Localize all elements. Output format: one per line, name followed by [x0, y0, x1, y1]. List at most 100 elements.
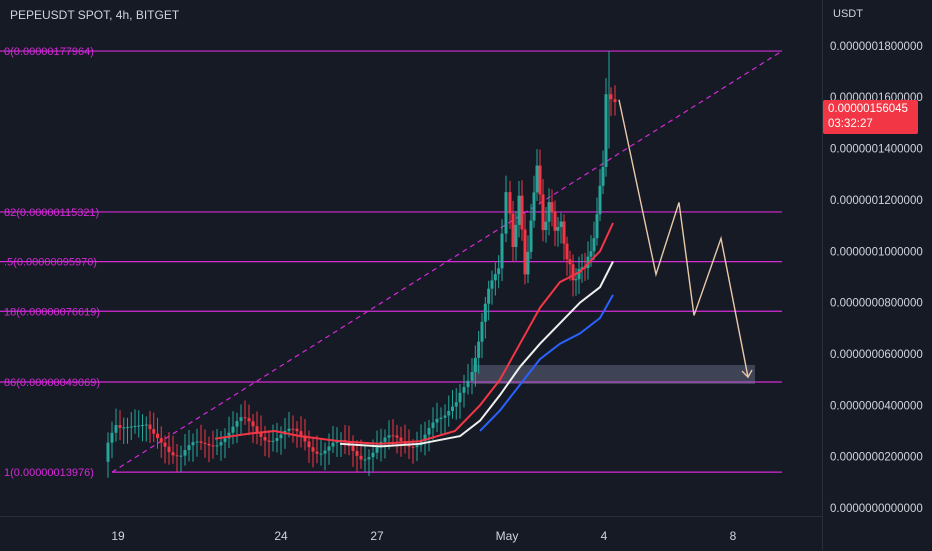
candle-body [504, 192, 508, 234]
candle-body [592, 238, 596, 252]
trend-line [111, 50, 783, 473]
y-tick-label: 0.0000001200000 [830, 195, 923, 207]
fib-label: 82(0.00000115321) [4, 207, 99, 219]
candle-body [156, 433, 159, 439]
candle-body [609, 94, 613, 100]
candle-body [517, 195, 521, 225]
candle-body [613, 99, 617, 103]
candle-body [508, 192, 512, 214]
candle-body [458, 392, 462, 403]
candle-body [183, 450, 187, 456]
candle-body [295, 428, 299, 432]
y-tick-label: 0.0000000400000 [830, 400, 923, 412]
candle-body [219, 442, 223, 446]
candle-body [251, 421, 255, 427]
fib-label: 0(0.00000177964) [4, 46, 94, 58]
candle-body [500, 233, 504, 269]
candle-body [480, 321, 484, 342]
moving-averages [214, 222, 614, 448]
candle-body [187, 445, 191, 451]
candle-body [371, 452, 375, 458]
candle-body [195, 441, 199, 443]
candle-body [454, 402, 458, 407]
candle-body [532, 192, 536, 221]
candle-body [144, 424, 148, 426]
time-axis[interactable] [0, 516, 822, 551]
candle-body [580, 267, 584, 269]
y-axis-ticks: 0.00000018000000.00000016000000.00000014… [830, 41, 923, 515]
price-axis[interactable] [822, 0, 932, 550]
candle-body [577, 268, 581, 280]
y-tick-label: 0.0000001400000 [830, 144, 923, 156]
projection-path [618, 99, 753, 379]
candle-body [470, 372, 474, 381]
candle-body [595, 214, 599, 239]
x-tick-label: 27 [370, 529, 384, 543]
candle-body [163, 442, 167, 447]
candle-body [311, 447, 315, 452]
candle-body [351, 445, 355, 451]
y-tick-label: 0.0000000600000 [830, 349, 923, 361]
candle-body [327, 446, 331, 451]
candle-body [547, 202, 551, 222]
x-tick-label: 4 [601, 529, 608, 543]
candle-body [152, 429, 156, 434]
candle-body [589, 251, 593, 257]
candle-body [553, 211, 557, 231]
candle-body [122, 427, 126, 429]
candle-body [487, 288, 491, 304]
candle-body [544, 221, 548, 231]
candle-body [493, 274, 497, 281]
candle-body [243, 417, 247, 419]
candle-body [550, 202, 554, 212]
candle-body [129, 426, 133, 428]
demand-zone [473, 365, 755, 384]
candle-body [462, 387, 466, 393]
candle-body [275, 438, 279, 441]
y-tick-label: 0.0000001000000 [830, 246, 923, 258]
candle-body [526, 251, 530, 275]
y-tick-label: 0.0000000000000 [830, 503, 923, 515]
projection-line [618, 99, 749, 378]
candle-body [110, 432, 114, 443]
candle-body [191, 442, 195, 446]
candle-body [435, 418, 439, 423]
candle-body [565, 243, 569, 260]
x-tick-label: 24 [274, 529, 288, 543]
candle-body [199, 441, 203, 443]
candle-body [175, 455, 179, 457]
candle-body [391, 435, 395, 437]
candle-body [375, 447, 379, 453]
candle-body [259, 431, 263, 438]
candle-body [598, 185, 602, 215]
candle-body [239, 417, 243, 422]
candle-body [303, 435, 307, 442]
ema-mid-line [339, 261, 614, 448]
candle-body [399, 437, 403, 442]
candle-body [215, 445, 219, 447]
candle-body [114, 425, 118, 433]
candle-body [263, 437, 267, 441]
candle-body [604, 94, 608, 167]
candle-body [520, 195, 524, 230]
fib-label: .5(0.00000095970) [4, 257, 97, 269]
candle-body [159, 438, 163, 443]
candle-body [466, 380, 470, 388]
current-price-tag: 0.00000156045 03:32:27 [823, 100, 918, 134]
candle-body [363, 459, 367, 461]
candle-body [171, 452, 175, 456]
zone-box [473, 365, 755, 384]
fib-label: 18(0.00000076619) [4, 306, 100, 318]
candle-body [477, 341, 481, 358]
candle-body [315, 451, 319, 454]
candle-body [451, 406, 454, 412]
candle-body [247, 418, 251, 422]
y-tick-label: 0.0000000200000 [830, 452, 923, 464]
dashed-trend-line [111, 50, 783, 473]
candle-body [106, 442, 110, 462]
current-price-value: 0.00000156045 [828, 103, 908, 115]
x-tick-label: 8 [730, 529, 737, 543]
candle-body [556, 227, 560, 231]
candle-body [431, 422, 435, 429]
